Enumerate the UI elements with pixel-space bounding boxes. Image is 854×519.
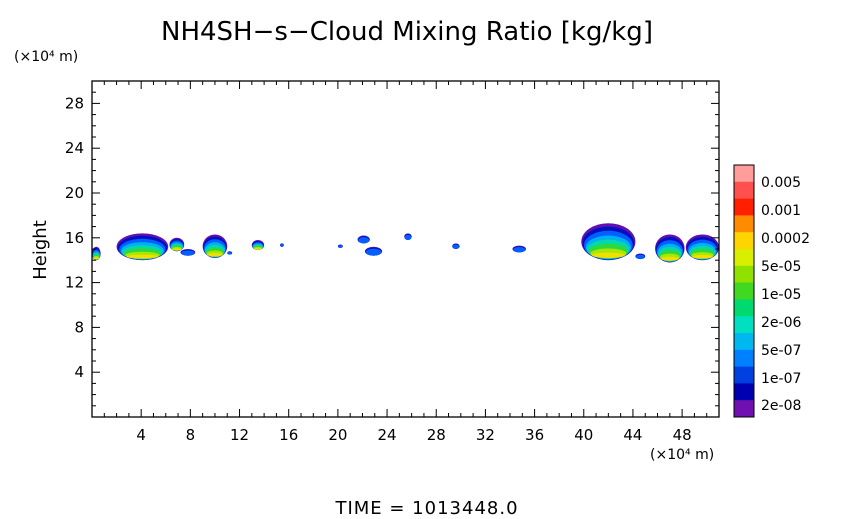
cloud-cell — [180, 249, 196, 256]
cloud-cell — [581, 223, 636, 261]
colorbar-label: 5e-07 — [761, 343, 801, 359]
cloud-contour — [358, 237, 370, 244]
cloud-contour — [692, 254, 713, 259]
colorbar: 0.005 0.001 0.0002 5e-05 1e-05 2e-06 5e-07 1e-0… — [733, 164, 810, 418]
y-tick-label: 20 — [65, 184, 84, 202]
colorbar-swatch — [734, 265, 754, 284]
cloud-cell — [655, 234, 685, 263]
x-tick-label: 24 — [378, 426, 397, 444]
cloud-cell — [357, 235, 370, 244]
cloud-cell — [92, 246, 101, 261]
cloud-cell — [404, 233, 412, 241]
cloud-contour — [365, 248, 382, 256]
colorbar-swatch — [734, 198, 754, 216]
cloud-contour — [126, 254, 159, 259]
colorbar-swatch — [734, 349, 754, 368]
cloud-contour — [280, 244, 284, 247]
chart-title: NH4SH−s−Cloud Mixing Ratio [kg/kg] — [161, 17, 653, 47]
cloud-cell — [227, 251, 233, 255]
cloud-contour — [181, 250, 195, 256]
x-tick-label: 48 — [673, 426, 692, 444]
cloud-cell — [116, 233, 169, 261]
colorbar-frame — [733, 164, 755, 418]
cloud-contour — [254, 247, 262, 250]
y-axis-unit: (×10⁴ m) — [14, 49, 78, 65]
colorbar-swatch — [734, 232, 754, 250]
x-tick-label: 8 — [186, 426, 196, 444]
x-axis: 4 8 12 16 20 24 28 32 36 40 44 48 — [103, 81, 708, 444]
x-tick-label: 20 — [328, 426, 347, 444]
colorbar-swatch — [734, 282, 754, 300]
colorbar-label: 0.005 — [761, 175, 801, 191]
cloud-cell — [635, 253, 646, 260]
cloud-contour — [591, 252, 625, 258]
cloud-contour — [404, 234, 412, 240]
cloud-cell — [202, 234, 228, 258]
cloud-cell — [685, 234, 719, 261]
cloud-cell — [280, 243, 284, 247]
colorbar-swatch — [734, 400, 754, 418]
x-tick-label: 16 — [279, 426, 298, 444]
cloud-cell — [251, 240, 265, 251]
x-tick-label: 12 — [230, 426, 249, 444]
colorbar-swatch — [734, 299, 754, 317]
cloud-field — [92, 223, 719, 263]
colorbar-label: 0.0002 — [761, 231, 810, 247]
y-axis: 4 8 12 16 20 24 28 — [65, 91, 719, 407]
x-tick-label: 44 — [623, 426, 642, 444]
colorbar-swatch — [734, 316, 754, 334]
colorbar-label: 0.001 — [761, 203, 801, 219]
colorbar-swatch — [734, 333, 754, 351]
cloud-cell — [169, 237, 185, 252]
colorbar-label: 2e-08 — [761, 398, 801, 414]
x-tick-label: 40 — [574, 426, 593, 444]
colorbar-label: 1e-07 — [761, 371, 801, 387]
y-tick-label: 12 — [65, 274, 84, 292]
x-tick-label: 36 — [525, 426, 544, 444]
x-tick-label: 4 — [136, 426, 146, 444]
cloud-cell — [364, 246, 383, 256]
colorbar-swatch — [734, 181, 754, 200]
x-tick-label: 28 — [427, 426, 446, 444]
y-tick-label: 24 — [65, 139, 84, 157]
x-tick-label: 32 — [476, 426, 495, 444]
cloud-contour — [513, 247, 526, 253]
cloud-contour — [172, 248, 182, 251]
cloud-contour — [660, 256, 679, 261]
cloud-cell — [512, 245, 526, 253]
y-tick-label: 8 — [74, 318, 84, 336]
cloud-contour — [207, 253, 223, 257]
colorbar-swatch — [734, 366, 754, 384]
cloud-contour — [635, 254, 645, 259]
colorbar-label: 1e-05 — [761, 287, 801, 303]
cloud-contour — [338, 245, 343, 248]
y-axis-label: Height — [30, 220, 51, 280]
cloud-contour — [93, 257, 99, 260]
time-label: TIME = 1013448.0 — [334, 498, 518, 519]
colorbar-swatch — [734, 249, 754, 267]
colorbar-swatch — [734, 165, 754, 183]
x-axis-unit: (×10⁴ m) — [650, 447, 714, 463]
y-tick-label: 16 — [65, 229, 84, 247]
cloud-cell — [337, 244, 343, 248]
cloud-contour — [227, 251, 232, 255]
colorbar-swatch — [734, 383, 754, 401]
colorbar-swatch — [734, 215, 754, 233]
y-tick-label: 28 — [65, 94, 84, 112]
y-tick-label: 4 — [74, 363, 84, 381]
colorbar-label: 5e-05 — [761, 259, 801, 275]
colorbar-label: 2e-06 — [761, 315, 801, 331]
cloud-contour — [452, 244, 460, 249]
cloud-cell — [452, 243, 460, 249]
